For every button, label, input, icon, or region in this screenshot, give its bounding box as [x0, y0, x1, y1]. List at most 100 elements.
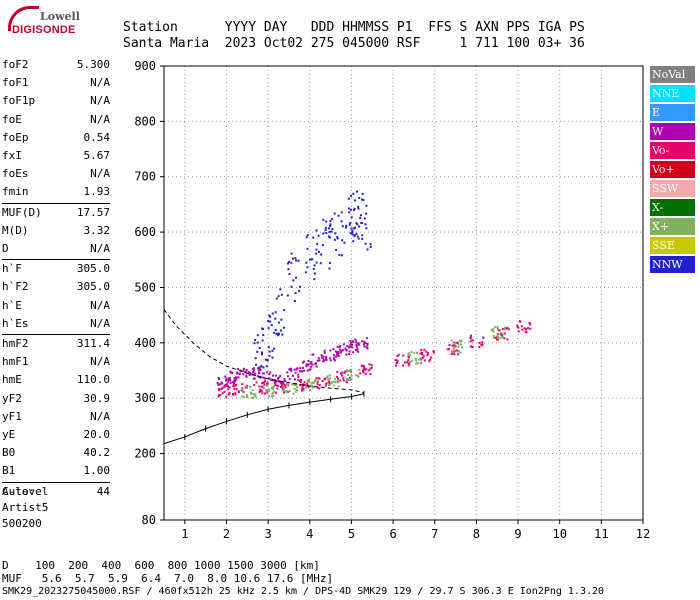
echo-point [311, 363, 314, 366]
echo-point [469, 340, 472, 343]
echo-point [336, 351, 339, 354]
echo-point [469, 336, 472, 339]
echo-point [290, 261, 293, 264]
param-name: yF2 [2, 391, 22, 405]
echo-point [332, 380, 335, 383]
echo-point [319, 262, 322, 265]
echo-point [328, 374, 331, 377]
echo-point [322, 218, 325, 221]
legend-item: X- [650, 199, 695, 216]
echo-point [261, 382, 264, 385]
echo-point [363, 345, 366, 348]
param-row: foEs N/A [2, 167, 110, 183]
echo-point [366, 342, 369, 345]
echo-point [294, 257, 297, 260]
echo-point [349, 195, 352, 198]
echo-point [265, 384, 268, 387]
echo-point [528, 321, 531, 324]
echo-point [523, 327, 526, 330]
echo-point [224, 379, 227, 382]
echo-point [255, 363, 258, 366]
echo-point [346, 378, 349, 381]
echo-point [294, 292, 297, 295]
x-tick-label: 6 [389, 527, 396, 541]
echo-point [309, 389, 312, 392]
echo-point [349, 208, 352, 211]
echo-point [290, 285, 293, 288]
param-value: 305.0 [76, 262, 110, 276]
echo-point [336, 345, 339, 348]
echo-point [254, 395, 257, 398]
echo-point [277, 333, 280, 336]
echo-point [344, 226, 347, 229]
param-value: 5.300 [76, 58, 110, 71]
echo-point [348, 353, 351, 356]
echo-point [495, 336, 498, 339]
echo-point [365, 212, 368, 215]
echo-point [296, 367, 299, 370]
param-row: hmE 110.0 [2, 373, 110, 389]
y-tick-label: 300 [134, 391, 156, 405]
echo-point [244, 370, 247, 373]
param-row: D N/A [2, 242, 110, 258]
param-value: 1.00 [83, 464, 111, 478]
dashed-trace-line [163, 309, 365, 394]
echo-point [453, 350, 456, 353]
echo-point [332, 384, 335, 387]
echo-point [257, 369, 260, 372]
echo-point [337, 377, 340, 380]
x-tick-label: 3 [265, 527, 272, 541]
echo-point [357, 374, 360, 377]
echo-point [358, 368, 361, 371]
echo-point [503, 332, 506, 335]
echo-point [370, 366, 373, 369]
echo-point [366, 347, 369, 350]
echo-point [345, 353, 348, 356]
echo-point [286, 262, 289, 265]
echo-point [297, 376, 300, 379]
echo-point [348, 345, 351, 348]
echo-point [329, 225, 332, 228]
echo-point [227, 393, 230, 396]
echo-point [364, 242, 367, 245]
param-row: B1 1.00 [2, 464, 110, 480]
echo-point [525, 328, 528, 331]
echo-point [337, 351, 340, 354]
param-row: hmF1 N/A [2, 355, 110, 371]
param-name: yF1 [2, 409, 22, 423]
echo-point [306, 379, 309, 382]
echo-point [454, 345, 457, 348]
echo-point [223, 386, 226, 389]
echo-point [370, 364, 373, 367]
echo-point [331, 218, 334, 221]
echo-point [274, 329, 277, 332]
echo-point [314, 378, 317, 381]
echo-point [507, 328, 510, 331]
echo-point [527, 327, 530, 330]
echo-point [460, 343, 463, 346]
echo-point [303, 360, 306, 363]
echo-point [492, 330, 495, 333]
param-value: 20.0 [83, 428, 111, 441]
param-name: D [2, 242, 9, 255]
echo-point [297, 373, 300, 376]
echo-point [453, 346, 456, 349]
echo-point [225, 377, 228, 380]
echo-point [336, 235, 339, 238]
x-tick-label: 7 [431, 527, 438, 541]
param-name: foF1 [2, 76, 29, 90]
echo-point [344, 370, 347, 373]
echo-point [280, 385, 283, 388]
echo-point [258, 367, 261, 370]
echo-point [274, 391, 277, 394]
echo-point [351, 231, 354, 234]
param-value: N/A [90, 355, 110, 369]
auto-label: Auto: [2, 485, 36, 498]
echo-point [529, 327, 532, 330]
echo-point [292, 383, 295, 386]
echo-point [362, 343, 365, 346]
lowell-digisonde-logo: Lowell DIGISONDE [4, 6, 114, 42]
echo-point [356, 235, 359, 238]
echo-point [271, 378, 274, 381]
echo-point [266, 359, 269, 362]
